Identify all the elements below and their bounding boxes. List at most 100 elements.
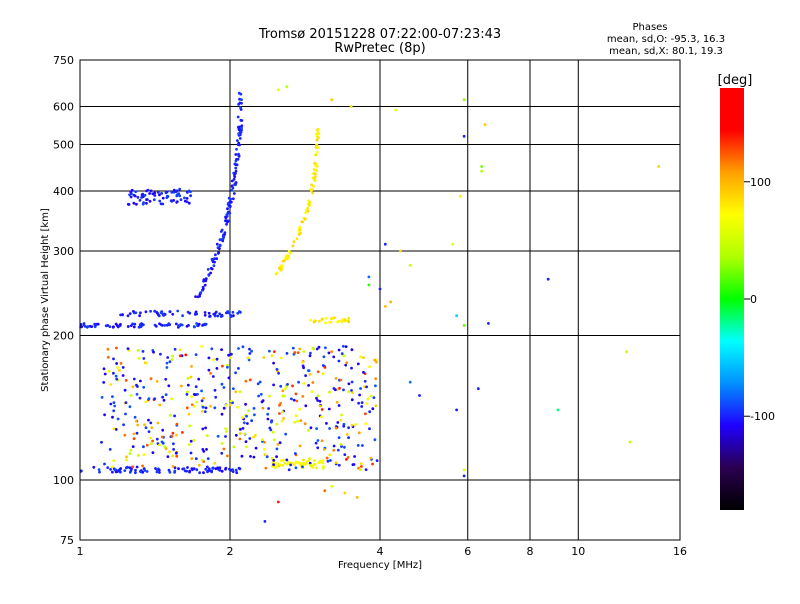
data-point <box>144 310 148 314</box>
data-point <box>295 399 299 403</box>
data-point <box>357 431 361 435</box>
data-point <box>163 445 167 449</box>
data-point <box>336 421 340 424</box>
data-point <box>111 415 114 419</box>
data-point <box>332 448 336 452</box>
data-point <box>228 467 231 471</box>
data-point <box>339 378 343 382</box>
data-point <box>253 413 256 417</box>
data-point <box>226 207 229 211</box>
data-point <box>98 470 101 474</box>
data-point <box>159 352 162 356</box>
data-point <box>220 442 224 445</box>
data-point <box>175 454 179 458</box>
data-point <box>246 422 249 425</box>
data-point <box>215 242 219 246</box>
data-point <box>115 362 118 365</box>
data-point <box>240 98 243 101</box>
data-point <box>301 465 304 469</box>
data-point <box>228 211 232 215</box>
data-point <box>151 439 155 443</box>
data-point <box>234 371 238 375</box>
data-point <box>204 467 208 471</box>
data-point <box>342 388 345 392</box>
data-point <box>110 465 114 469</box>
data-point <box>298 347 302 351</box>
data-point <box>272 383 275 387</box>
data-point <box>359 387 362 390</box>
data-point <box>257 394 260 398</box>
data-point <box>189 194 193 198</box>
data-point <box>327 351 331 355</box>
data-point <box>216 434 220 438</box>
data-point <box>202 450 206 453</box>
data-point <box>352 463 356 466</box>
data-point <box>144 400 148 404</box>
data-point <box>368 365 371 369</box>
data-point <box>134 471 137 475</box>
data-point <box>210 267 214 271</box>
data-point <box>294 466 298 470</box>
data-point <box>177 467 180 471</box>
data-point <box>347 436 350 439</box>
data-point <box>274 272 278 276</box>
data-point <box>234 166 238 170</box>
data-point <box>155 470 159 474</box>
data-point <box>129 190 133 194</box>
data-point <box>238 310 241 313</box>
data-point <box>100 396 104 399</box>
data-point <box>556 408 560 412</box>
data-point <box>181 431 184 434</box>
data-point <box>150 442 153 445</box>
data-point <box>272 350 276 353</box>
data-point <box>165 361 169 365</box>
y-tick-label: 300 <box>53 245 74 258</box>
data-point <box>462 134 466 138</box>
data-point <box>136 349 140 352</box>
data-point <box>205 434 209 437</box>
data-point <box>164 377 168 381</box>
data-point <box>358 468 362 471</box>
data-point <box>190 365 193 368</box>
data-point <box>657 165 661 168</box>
data-point <box>188 424 192 428</box>
data-point <box>215 367 219 370</box>
data-point <box>238 137 242 140</box>
data-point <box>451 242 455 246</box>
data-point <box>277 371 280 375</box>
data-point <box>345 458 348 461</box>
data-point <box>132 325 136 329</box>
data-point <box>365 385 368 389</box>
data-point <box>350 380 354 384</box>
y-axis-label: Stationary phase Virtual Height [km] <box>40 208 51 392</box>
data-point <box>114 428 118 431</box>
data-point <box>279 384 283 388</box>
data-point <box>183 196 186 200</box>
data-point <box>308 354 312 358</box>
data-point <box>263 440 266 444</box>
data-point <box>350 389 353 392</box>
colorbar-label: [deg] <box>718 73 753 88</box>
data-point <box>210 469 213 473</box>
data-point <box>139 470 143 474</box>
data-point <box>106 347 110 351</box>
x-tick-label: 8 <box>527 545 534 558</box>
data-point <box>116 366 120 370</box>
data-point <box>373 438 377 442</box>
data-point <box>216 466 220 470</box>
data-point <box>332 355 336 359</box>
data-point <box>149 309 153 313</box>
data-point <box>237 153 241 157</box>
data-point <box>237 132 241 136</box>
data-point <box>170 397 174 401</box>
data-point <box>221 364 224 368</box>
data-point <box>135 392 139 396</box>
data-point <box>250 419 254 423</box>
data-point <box>301 361 304 364</box>
data-point <box>374 377 378 380</box>
data-point <box>362 356 365 359</box>
data-point <box>213 260 216 264</box>
data-point <box>316 127 320 131</box>
data-point <box>114 470 118 474</box>
data-point <box>136 196 140 199</box>
